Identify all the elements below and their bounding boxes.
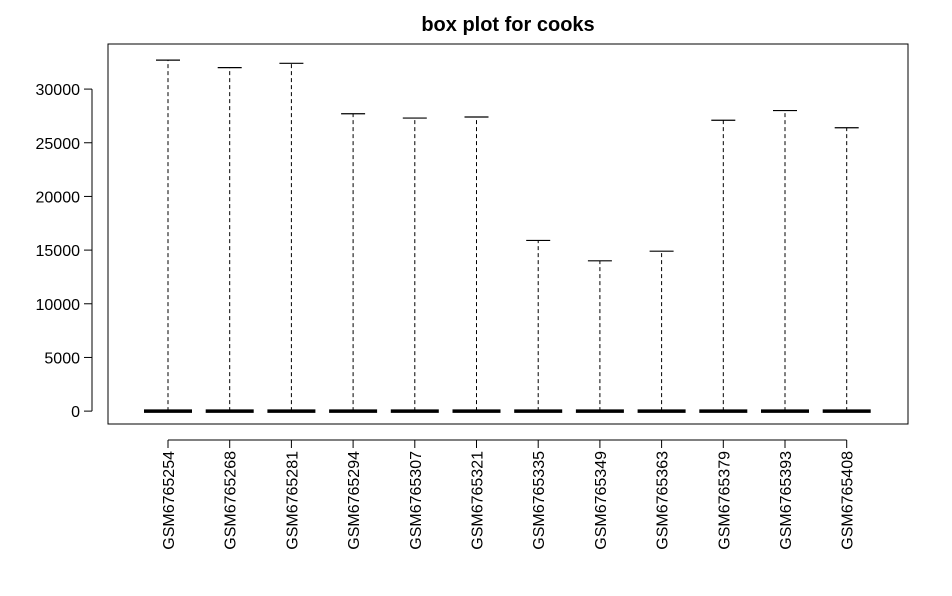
x-tick-label: GSM6765335 [531,451,548,550]
y-tick-label: 15000 [36,243,81,260]
box-GSM6765349 [575,260,624,413]
x-tick-label: GSM6765363 [655,451,672,550]
y-tick-label: 20000 [36,189,81,206]
x-tick-label: GSM6765393 [778,451,795,550]
box-GSM6765379 [699,119,748,413]
box-GSM6765281 [267,62,316,413]
y-axis: 0 5000 10000 15000 20000 25000 30000 [36,82,93,421]
box-GSM6765294 [329,113,378,413]
x-axis: GSM6765254 GSM6765268 GSM6765281 GSM6765294… [161,439,857,550]
y-tick-label: 5000 [44,350,80,367]
box-GSM6765335 [514,239,563,413]
x-tick-label: GSM6765254 [161,451,178,550]
y-tick-label: 30000 [36,82,81,99]
chart-title: box plot for cooks [421,14,594,36]
x-tick-label: GSM6765294 [346,451,363,550]
y-tick-label: 25000 [36,136,81,153]
y-tick-label: 0 [71,404,80,421]
x-tick-label: GSM6765268 [223,451,240,550]
box-GSM6765268 [205,67,254,413]
box-series [144,59,871,413]
x-tick-label: GSM6765321 [470,451,487,550]
box-GSM6765321 [452,116,501,413]
box-GSM6765307 [390,117,439,413]
plot-frame [107,43,909,425]
y-tick-label: 10000 [36,297,81,314]
x-tick-label: GSM6765307 [408,451,425,550]
x-tick-label: GSM6765349 [593,451,610,550]
box-GSM6765408 [822,127,871,413]
box-GSM6765363 [637,250,686,413]
x-tick-label: GSM6765281 [284,451,301,550]
x-tick-label: GSM6765379 [716,451,733,550]
box-GSM6765254 [144,59,192,413]
x-tick-label: GSM6765408 [840,451,857,550]
box-GSM6765393 [761,109,809,413]
